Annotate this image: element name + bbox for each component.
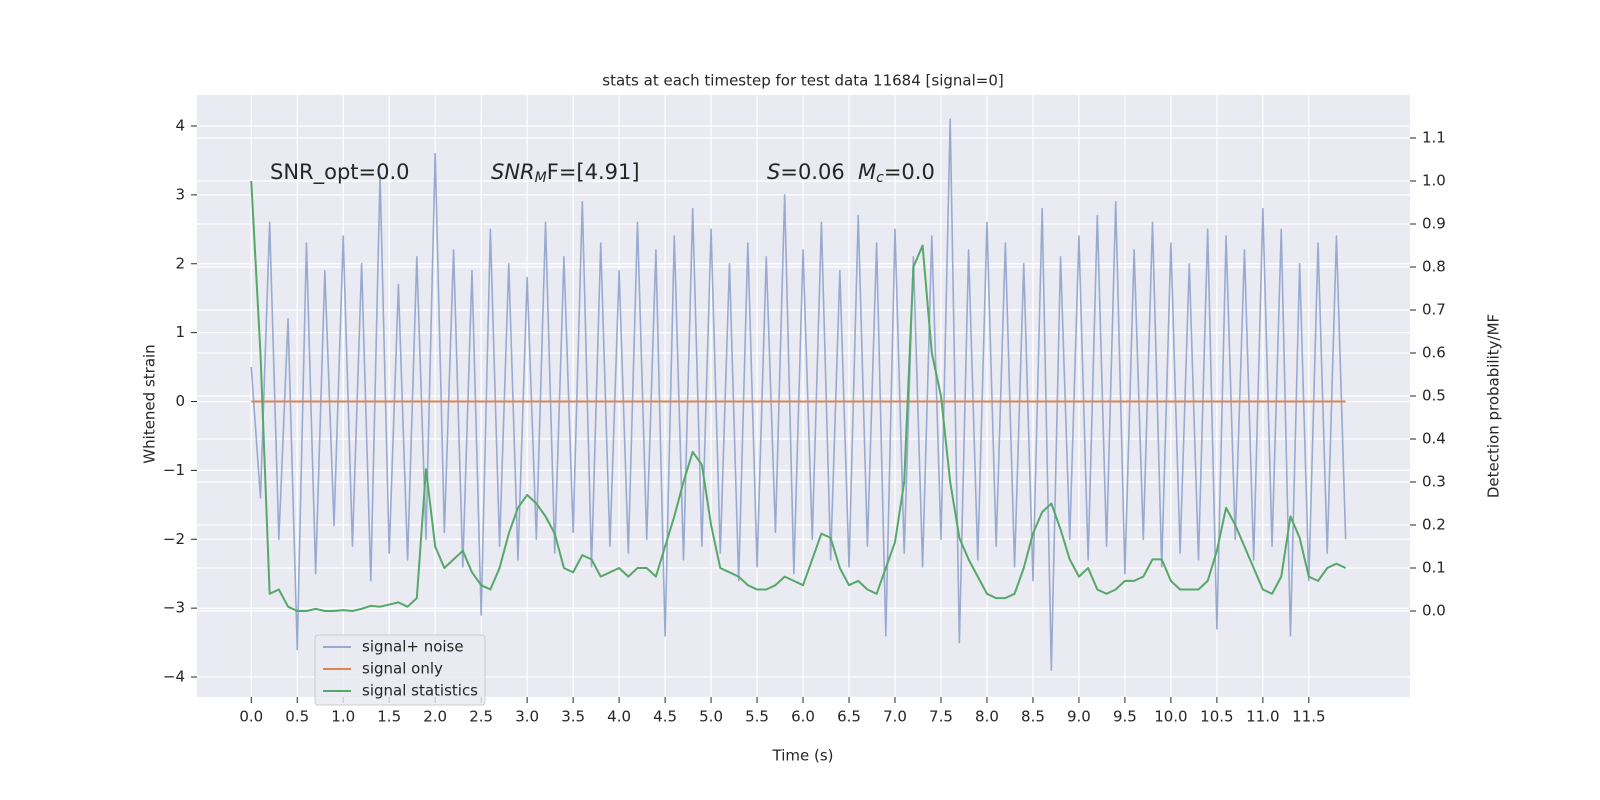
- y-tick-label: 0: [175, 392, 185, 410]
- y2-tick-label: 0.0: [1422, 602, 1446, 620]
- series-line: [250, 118, 1347, 671]
- y-tick-label: −1: [163, 461, 185, 479]
- y-tick-label: 3: [175, 185, 185, 203]
- x-tick-label: 6.5: [837, 708, 861, 726]
- annotation-sub: c: [876, 170, 884, 186]
- x-tick-label: 11.5: [1292, 708, 1325, 726]
- x-tick-label: 5.0: [699, 708, 723, 726]
- x-tick-label: 6.0: [791, 708, 815, 726]
- y2-tick-label: 1.1: [1422, 129, 1446, 147]
- x-tick-label: 9.0: [1067, 708, 1091, 726]
- y2-tick-label: 0.9: [1422, 215, 1446, 233]
- annotation-base: SNR: [491, 160, 535, 184]
- chart-title: stats at each timestep for test data 116…: [602, 72, 1003, 90]
- annotation-base: M: [858, 160, 876, 184]
- annotation-base: S: [767, 160, 780, 184]
- y-axis-label: Whitened strain: [141, 344, 159, 463]
- x-tick-label: 4.0: [607, 708, 631, 726]
- y2-tick-label: 0.8: [1422, 258, 1446, 276]
- y-tick-label: 1: [175, 323, 185, 341]
- annotation-tail: =0.0: [884, 160, 935, 184]
- y-tick-label: −4: [163, 668, 185, 686]
- y2-tick-label: 0.6: [1422, 344, 1446, 362]
- y2-tick-label: 0.3: [1422, 473, 1446, 491]
- x-tick-label: 9.5: [1113, 708, 1137, 726]
- x-tick-label: 2.0: [423, 708, 447, 726]
- y2-tick-label: 0.5: [1422, 387, 1446, 405]
- series-line: [250, 180, 1347, 612]
- legend-label: signal+ noise: [362, 638, 464, 656]
- annotation: Mc=0.0: [858, 160, 935, 186]
- x-tick-label: 8.5: [1021, 708, 1045, 726]
- x-axis-label: Time (s): [772, 747, 834, 765]
- x-tick-label: 8.0: [975, 708, 999, 726]
- y2-tick-label: 0.7: [1422, 301, 1446, 319]
- legend-label: signal only: [362, 660, 443, 678]
- legend: signal+ noise signal only signal statistic…: [314, 634, 486, 706]
- y-tick-label: −3: [163, 599, 185, 617]
- x-tick-label: 7.5: [929, 708, 953, 726]
- legend-label: signal statistics: [362, 682, 478, 700]
- x-tick-label: 1.5: [377, 708, 401, 726]
- y-tick-label: −2: [163, 530, 185, 548]
- x-tick-label: 5.5: [745, 708, 769, 726]
- annotation: SNR_opt=0.0: [270, 160, 410, 185]
- y2-axis-label: Detection probability/MF: [1485, 314, 1503, 498]
- x-tick-label: 0.5: [285, 708, 309, 726]
- x-tick-label: 10.0: [1154, 708, 1187, 726]
- x-tick-label: 10.5: [1200, 708, 1233, 726]
- annotation: SNRMF=[4.91]: [491, 160, 640, 186]
- x-tick-label: 2.5: [469, 708, 493, 726]
- legend-box: [314, 634, 486, 706]
- x-tick-label: 3.0: [515, 708, 539, 726]
- x-tick-label: 4.5: [653, 708, 677, 726]
- y2-tick-label: 0.2: [1422, 516, 1446, 534]
- x-tick-label: 0.0: [239, 708, 263, 726]
- x-tick-label: 11.0: [1246, 708, 1279, 726]
- y2-tick-label: 0.4: [1422, 430, 1446, 448]
- annotation-tail: F=[4.91]: [547, 160, 640, 184]
- x-tick-label: 1.0: [331, 708, 355, 726]
- annotation-sub: M: [535, 170, 547, 186]
- y-tick-label: 4: [175, 116, 185, 134]
- y2-tick-label: 0.1: [1422, 559, 1446, 577]
- y-tick-label: 2: [175, 254, 185, 272]
- annotation-tail: =0.06: [780, 160, 844, 184]
- annotation: S=0.06: [767, 160, 845, 184]
- x-tick-label: 3.5: [561, 708, 585, 726]
- y2-tick-label: 1.0: [1422, 172, 1446, 190]
- x-tick-label: 7.0: [883, 708, 907, 726]
